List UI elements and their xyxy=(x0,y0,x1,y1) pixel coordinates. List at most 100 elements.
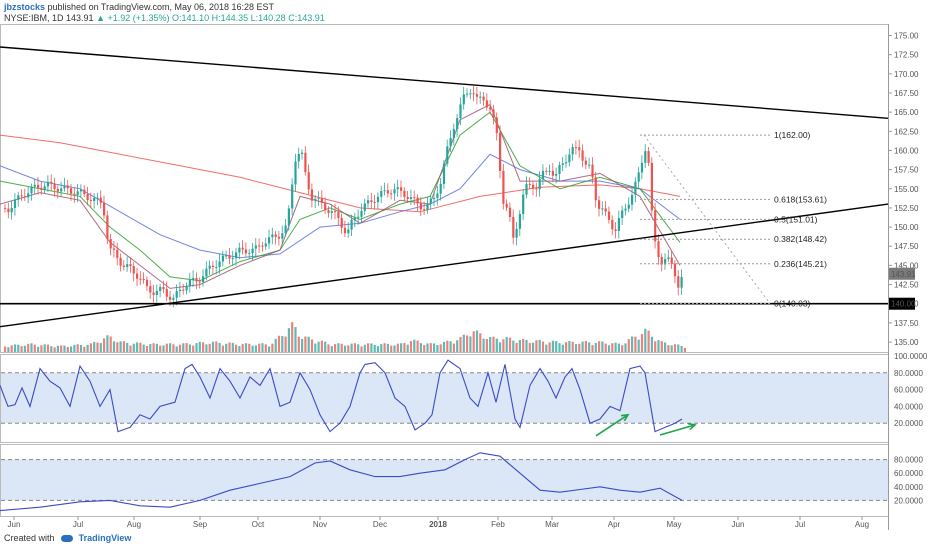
volume-bar xyxy=(419,343,422,352)
volume-bar xyxy=(423,345,426,352)
publish-line: jbzstocks published on TradingView.com, … xyxy=(4,2,274,12)
moving-average-maroon xyxy=(0,103,681,289)
candle-body xyxy=(86,194,89,200)
volume-bar xyxy=(436,345,439,352)
candle-body xyxy=(353,217,356,220)
candle-body xyxy=(462,94,465,105)
candle-body xyxy=(185,286,188,291)
volume-bar xyxy=(112,341,116,352)
candle-body xyxy=(324,202,327,211)
volume-bar xyxy=(60,345,63,352)
candle-body xyxy=(479,96,482,98)
price-tick-label: 145.00 xyxy=(894,261,919,270)
candle-body xyxy=(202,276,205,282)
candle-body xyxy=(89,199,92,202)
volume-bar xyxy=(350,343,353,352)
candle-body xyxy=(301,152,304,154)
candle-body xyxy=(433,197,436,199)
volume-bar xyxy=(185,343,188,352)
candle-body xyxy=(40,187,43,190)
stoch-smoothed-tick-label: 60.0000 xyxy=(894,469,923,478)
volume-bar xyxy=(33,344,36,352)
volume-bar xyxy=(310,339,314,352)
low-value: L:140.28 xyxy=(250,13,286,23)
candle-body xyxy=(37,184,40,188)
volume-bar xyxy=(555,341,558,352)
candle-body xyxy=(449,138,452,147)
stoch-smoothed-line xyxy=(0,452,683,512)
volume-bar xyxy=(10,345,13,352)
volume-bar xyxy=(409,341,413,352)
candle-body xyxy=(287,208,290,226)
volume-bar xyxy=(165,343,168,352)
volume-bar xyxy=(244,343,248,352)
candle-body xyxy=(122,265,125,267)
fib-trend-line xyxy=(643,134,771,304)
candle-body xyxy=(73,193,76,196)
candle-body xyxy=(637,172,640,182)
volume-bar xyxy=(396,343,399,352)
volume-bar xyxy=(106,335,109,352)
price-tick-label: 147.50 xyxy=(894,242,919,251)
candle-body xyxy=(495,117,498,133)
candle-body xyxy=(485,100,488,108)
volume-bar xyxy=(475,330,479,352)
volume-bar xyxy=(647,330,650,352)
change-value: ▲ +1.92 (+1.35%) xyxy=(96,13,170,23)
candle-body xyxy=(607,211,611,220)
candle-body xyxy=(350,219,353,230)
volume-bar xyxy=(581,341,584,352)
volume-bar xyxy=(27,343,30,352)
candle-body xyxy=(4,207,7,209)
candle-body xyxy=(640,162,644,173)
candle-body xyxy=(416,197,419,204)
candle-body xyxy=(231,258,234,260)
candle-body xyxy=(106,215,109,240)
candle-body xyxy=(574,147,578,149)
candle-body xyxy=(522,194,525,215)
candle-body xyxy=(508,207,512,218)
candle-body xyxy=(244,249,248,254)
chart-canvas[interactable]: 175.00 172.50 170.00 167.50 165.00 162.50 160.… xyxy=(0,24,932,532)
candle-body xyxy=(617,218,620,232)
candle-body xyxy=(650,162,653,211)
candle-body xyxy=(182,289,185,291)
candle-body xyxy=(670,257,673,264)
volume-bar xyxy=(357,344,360,352)
candle-body xyxy=(680,277,683,288)
volume-bar xyxy=(225,343,228,352)
candle-body xyxy=(393,189,396,194)
volume-bar xyxy=(360,346,363,352)
last-price-tag: 143.91 xyxy=(891,270,916,279)
volume-bar xyxy=(142,344,145,352)
volume-bar xyxy=(340,343,343,352)
candle-body xyxy=(188,279,191,287)
candle-body xyxy=(403,190,406,197)
candle-body xyxy=(677,276,680,288)
volume-bar xyxy=(568,341,571,352)
candle-body xyxy=(571,147,574,155)
candle-body xyxy=(66,185,69,189)
volume-bar xyxy=(43,344,46,352)
candle-body xyxy=(93,197,96,202)
candle-body xyxy=(347,229,350,234)
candle-body xyxy=(192,278,195,280)
candle-body xyxy=(215,267,218,269)
volume-bar xyxy=(136,342,139,352)
candle-body xyxy=(475,94,479,97)
candle-body xyxy=(624,208,627,211)
volume-bar xyxy=(93,341,96,352)
candle-body xyxy=(264,243,267,247)
candle-body xyxy=(601,208,604,210)
volume-bar xyxy=(238,346,241,352)
candle-body xyxy=(667,257,670,260)
stoch-rsi-tick-label: 40.0000 xyxy=(894,402,923,411)
candle-body xyxy=(673,263,677,277)
price-tick-label: 150.00 xyxy=(894,223,919,232)
tradingview-brand[interactable]: TradingView xyxy=(78,533,132,543)
volume-bar xyxy=(109,336,112,352)
candle-body xyxy=(139,278,142,280)
author-link[interactable]: jbzstocks xyxy=(4,2,46,12)
price-tick-label: 170.00 xyxy=(894,70,919,79)
volume-bar xyxy=(271,343,274,352)
